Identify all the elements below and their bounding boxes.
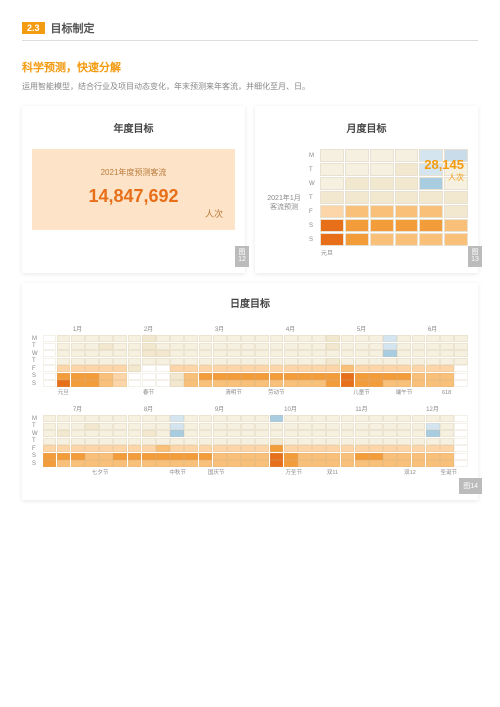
holiday-labels-2: 七夕节中秋节国庆节万圣节双11双12圣诞节 (42, 470, 468, 476)
daily-heatmap-2: MTWTFSS (32, 415, 468, 467)
monthly-foot-label: 元旦 (321, 248, 468, 257)
annual-value: 14,847,692 (44, 186, 223, 207)
section-number: 2.3 (22, 22, 45, 34)
monthly-card: 月度目标 2021年1月 客流预测 MTWTFSS 28,145 人次 元旦 图… (255, 106, 478, 273)
monthly-value: 28,145 (424, 157, 464, 172)
holiday-labels-1: 元旦春节清明节劳动节儿童节端午节618 (42, 390, 468, 396)
figure-tag: 图13 (468, 246, 482, 267)
monthly-side-label: 2021年1月 客流预测 (265, 149, 303, 257)
daily-card: 日度目标 1月2月3月4月5月6月 MTWTFSS 元旦春节清明节劳动节儿童节端… (22, 283, 478, 500)
month-labels-2: 7月8月9月10月11月12月 (42, 404, 468, 413)
figure-tag: 图14 (459, 478, 482, 494)
annual-label: 2021年度预测客流 (44, 167, 223, 178)
daily-title: 日度目标 (32, 295, 468, 310)
annual-unit: 人次 (44, 207, 223, 220)
subsection-desc: 运用智能模型，结合行业及项目动态变化，年末预测来年客流，并细化至月、日。 (22, 81, 478, 92)
monthly-unit: 人次 (424, 172, 464, 183)
daily-heatmap-1: MTWTFSS (32, 335, 468, 387)
section-title: 目标制定 (51, 20, 95, 36)
annual-title: 年度目标 (32, 120, 235, 135)
annual-card: 年度目标 2021年度预测客流 14,847,692 人次 图12 (22, 106, 245, 273)
subsection-title: 科学预测，快速分解 (22, 59, 478, 75)
figure-tag: 图12 (235, 246, 249, 267)
month-labels-1: 1月2月3月4月5月6月 (42, 324, 468, 333)
monthly-title: 月度目标 (265, 120, 468, 135)
